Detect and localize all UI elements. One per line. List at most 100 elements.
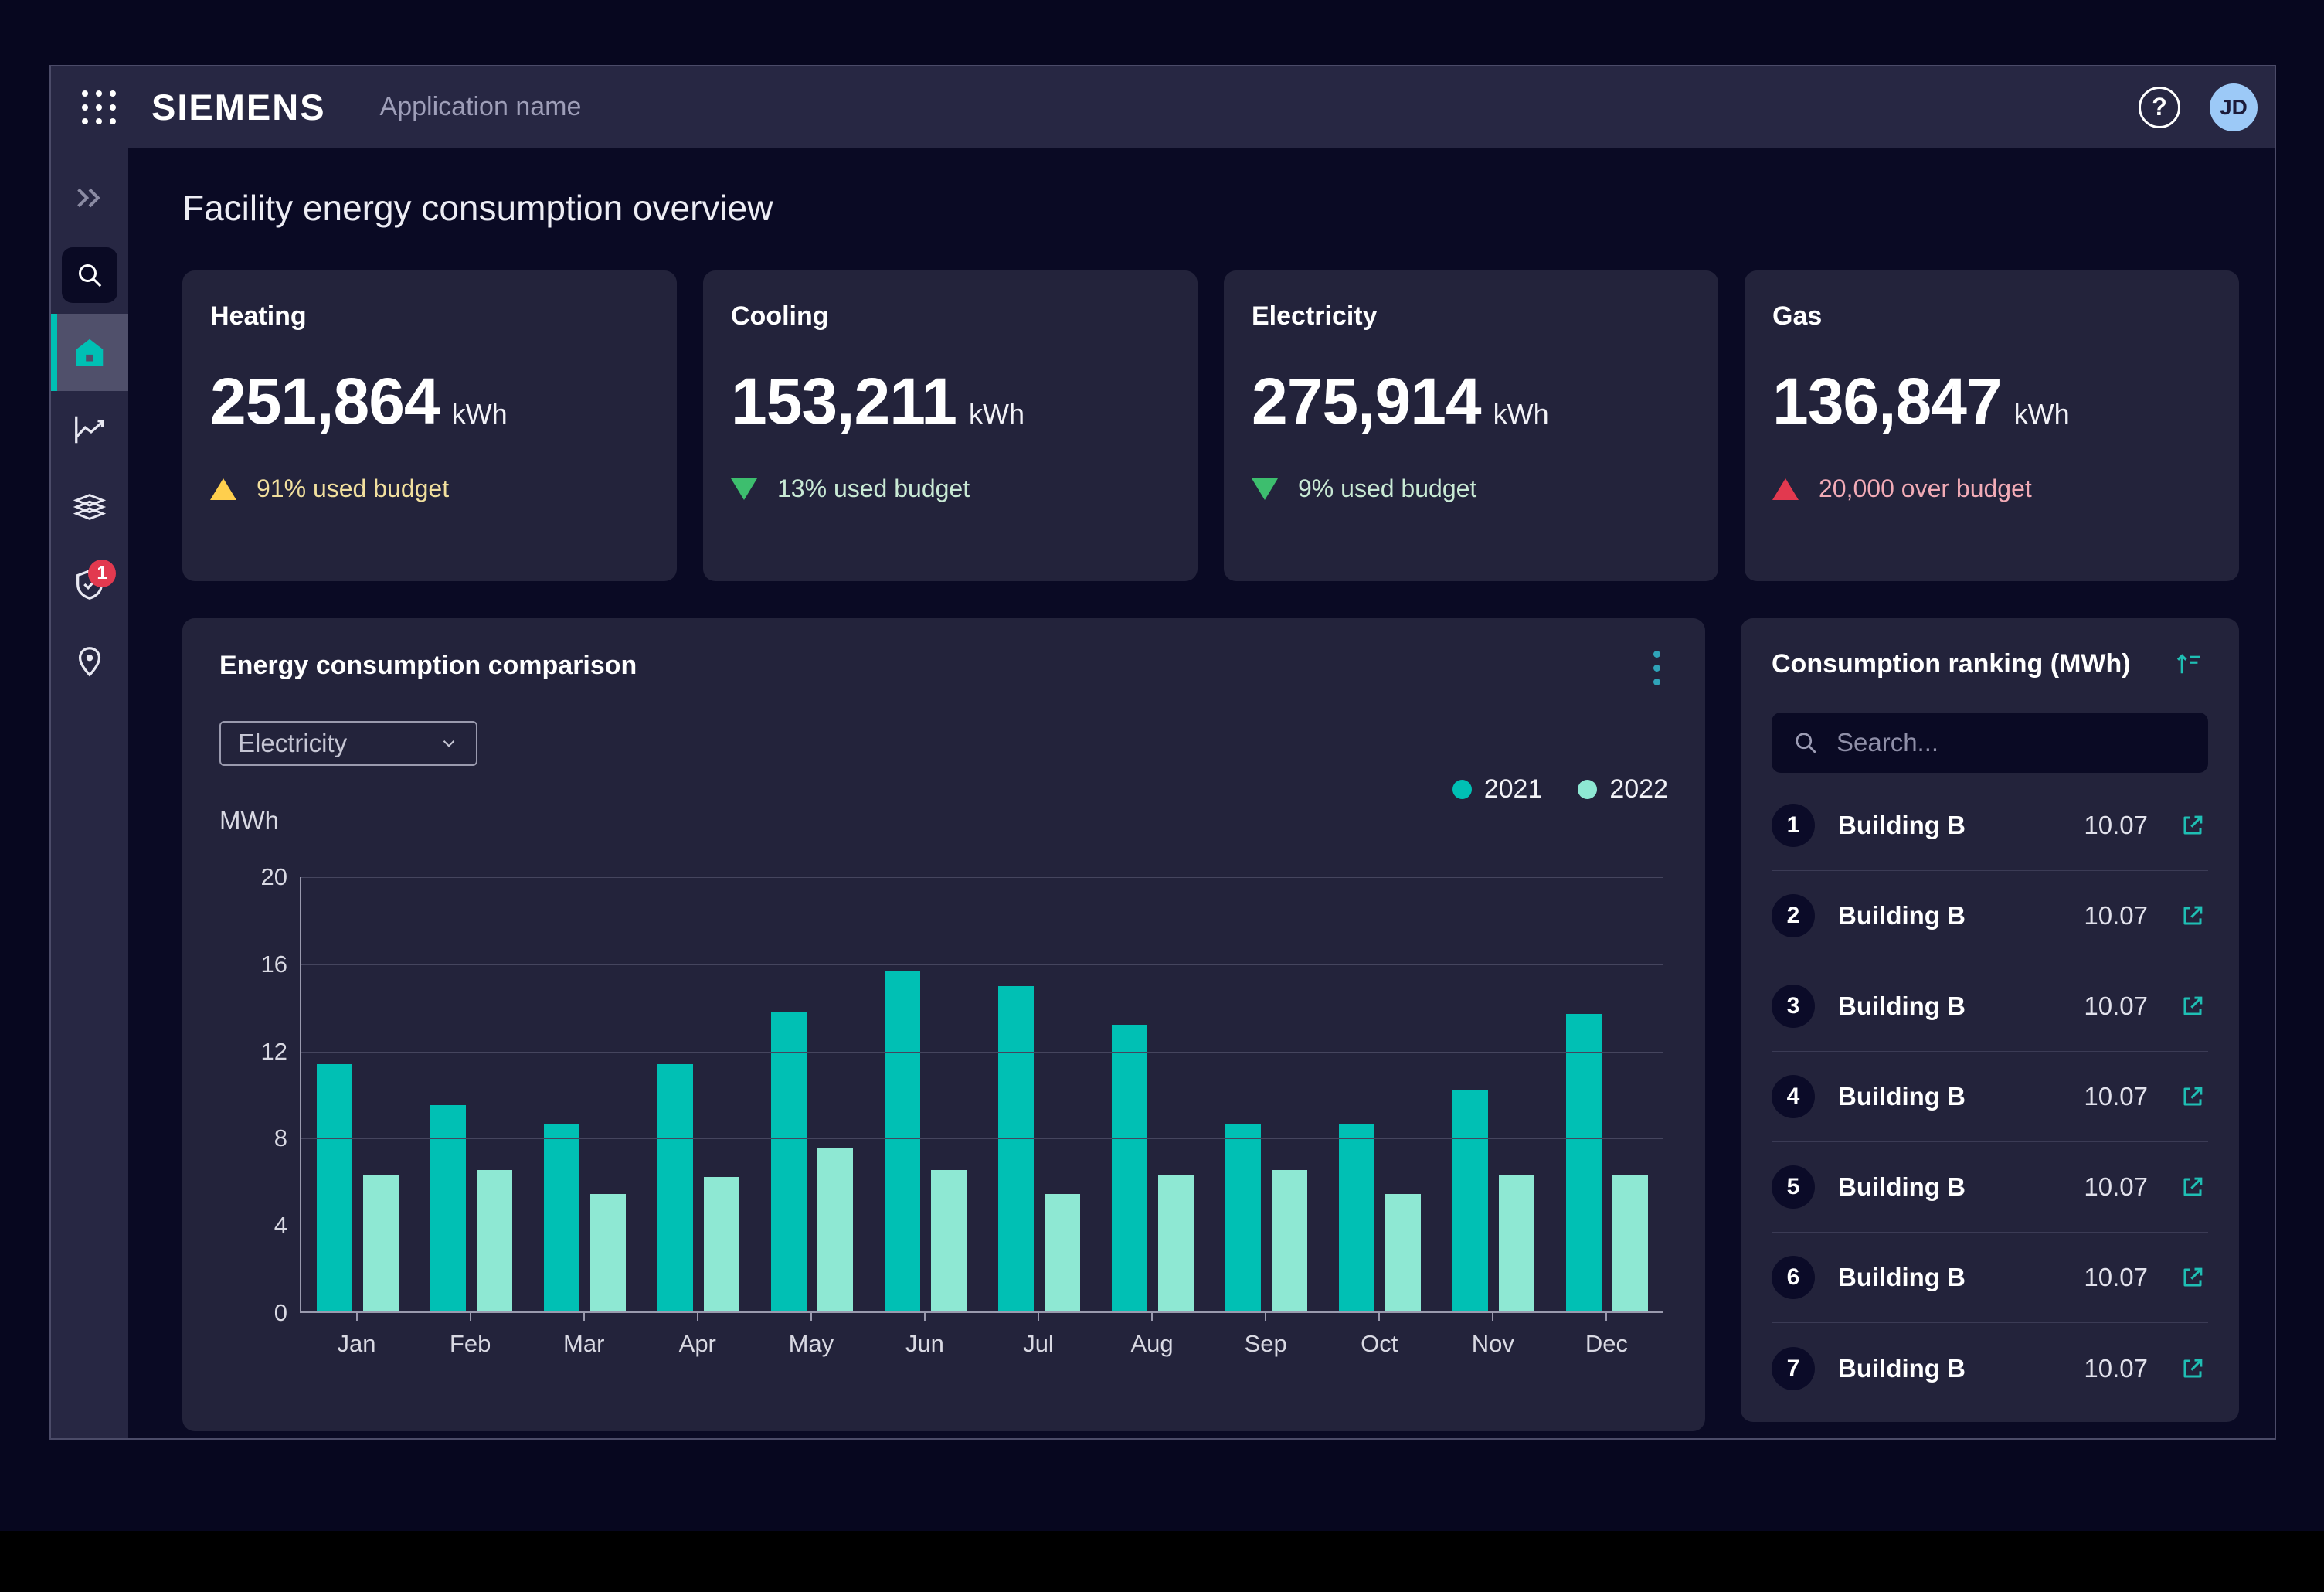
bar-2021-Dec[interactable]: [1566, 1014, 1602, 1311]
app-launcher-grid-icon[interactable]: [74, 83, 124, 132]
map-pin-icon: [72, 644, 107, 679]
stat-card-heating: Heating 251,864 kWh 91% used budget: [182, 270, 677, 581]
sidebar-item-analytics[interactable]: [51, 391, 128, 468]
help-icon[interactable]: ?: [2139, 87, 2180, 128]
bar-2022-Sep[interactable]: [1272, 1170, 1307, 1311]
bar-2021-Apr[interactable]: [657, 1064, 693, 1311]
bar-2022-Feb[interactable]: [477, 1170, 512, 1311]
bar-2022-Jul[interactable]: [1045, 1194, 1080, 1311]
y-axis-tick: 8: [219, 1124, 287, 1152]
stat-card-unit: kWh: [452, 398, 508, 430]
bar-2021-Sep[interactable]: [1225, 1124, 1261, 1311]
external-link-icon[interactable]: [2177, 1353, 2208, 1384]
budget-status-text: 9% used budget: [1298, 475, 1476, 503]
chart-title: Energy consumption comparison: [219, 651, 637, 681]
search-icon: [62, 247, 117, 303]
external-link-icon[interactable]: [2177, 1172, 2208, 1203]
bar-group-Feb: [415, 877, 528, 1311]
stat-card-title: Gas: [1772, 301, 2211, 332]
bar-2022-May[interactable]: [817, 1148, 853, 1311]
bar-2021-Nov[interactable]: [1452, 1090, 1488, 1311]
stat-card-unit: kWh: [969, 398, 1024, 430]
bar-2021-Mar[interactable]: [544, 1124, 579, 1311]
bar-2022-Oct[interactable]: [1385, 1194, 1421, 1311]
rank-number: 1: [1772, 804, 1815, 847]
sidebar-item-home[interactable]: [51, 314, 128, 391]
bar-group-Sep: [1209, 877, 1323, 1311]
sidebar-collapse-button[interactable]: [51, 159, 128, 236]
page-title: Facility energy consumption overview: [182, 187, 2239, 229]
y-axis-tick: 0: [219, 1299, 287, 1327]
stat-card-value: 251,864: [210, 364, 440, 439]
budget-status-text: 91% used budget: [257, 475, 449, 503]
bar-group-Aug: [1096, 877, 1209, 1311]
bar-group-Dec: [1550, 877, 1663, 1311]
x-axis-category: May: [754, 1313, 868, 1358]
stat-card-value: 153,211: [731, 364, 956, 439]
layers-icon: [72, 489, 107, 525]
legend-item-2022[interactable]: 2022: [1578, 774, 1668, 805]
consumption-value: 10.07: [2084, 1172, 2148, 1202]
kebab-menu-icon[interactable]: [1646, 646, 1668, 690]
bar-2021-Oct[interactable]: [1339, 1124, 1374, 1311]
bar-2022-Dec[interactable]: [1612, 1175, 1648, 1311]
rank-number: 5: [1772, 1165, 1815, 1209]
sort-ascending-icon[interactable]: [2169, 645, 2208, 683]
bar-2022-Apr[interactable]: [704, 1177, 739, 1311]
sidebar-item-layers[interactable]: [51, 468, 128, 546]
bar-2022-Mar[interactable]: [590, 1194, 626, 1311]
bar-2021-May[interactable]: [771, 1012, 807, 1311]
x-axis-labels: JanFebMarAprMayJunJulAugSepOctNovDec: [300, 1313, 1663, 1358]
ranking-row-7: 7Building B10.07: [1772, 1323, 2208, 1413]
bar-2022-Nov[interactable]: [1499, 1175, 1534, 1311]
bar-2022-Aug[interactable]: [1158, 1175, 1194, 1311]
legend-dot: [1578, 780, 1597, 799]
app-window: SIEMENS Application name ? JD: [49, 65, 2276, 1440]
sidebar-item-compliance[interactable]: 1: [51, 546, 128, 623]
bar-2021-Aug[interactable]: [1112, 1025, 1147, 1311]
external-link-icon[interactable]: [2177, 810, 2208, 841]
external-link-icon[interactable]: [2177, 1262, 2208, 1293]
legend-label: 2022: [1609, 774, 1668, 805]
legend-item-2021[interactable]: 2021: [1452, 774, 1543, 805]
building-name: Building B: [1838, 901, 2084, 930]
main-content: Facility energy consumption overview Hea…: [128, 148, 2275, 1438]
external-link-icon[interactable]: [2177, 991, 2208, 1022]
sidebar-item-search[interactable]: [51, 236, 128, 314]
avatar[interactable]: JD: [2210, 83, 2258, 131]
stat-card-unit: kWh: [2014, 398, 2070, 430]
bar-group-Jun: [869, 877, 983, 1311]
line-chart-icon: [72, 412, 107, 447]
dropdown-selected-value: Electricity: [238, 729, 347, 758]
y-axis-tick: 20: [219, 863, 287, 891]
energy-type-dropdown[interactable]: Electricity: [219, 721, 477, 766]
rank-number: 6: [1772, 1256, 1815, 1299]
building-name: Building B: [1838, 992, 2084, 1021]
stat-card-cooling: Cooling 153,211 kWh 13% used budget: [703, 270, 1198, 581]
bar-2022-Jun[interactable]: [931, 1170, 967, 1311]
ranking-row-3: 3Building B10.07: [1772, 961, 2208, 1052]
x-axis-category: Jun: [868, 1313, 981, 1358]
y-axis-tick: 4: [219, 1212, 287, 1240]
y-axis-label: MWh: [219, 806, 1668, 835]
notification-badge: 1: [88, 560, 116, 587]
stat-card-title: Heating: [210, 301, 649, 332]
sidebar-item-locations[interactable]: [51, 623, 128, 700]
bar-2021-Jun[interactable]: [885, 971, 920, 1311]
bar-group-Oct: [1323, 877, 1436, 1311]
legend-dot: [1452, 780, 1472, 799]
ranking-search: [1772, 713, 2208, 773]
consumption-value: 10.07: [2084, 1082, 2148, 1111]
bar-2022-Jan[interactable]: [363, 1175, 399, 1311]
bar-2021-Feb[interactable]: [430, 1105, 466, 1311]
bar-2021-Jul[interactable]: [998, 986, 1034, 1312]
external-link-icon[interactable]: [2177, 1081, 2208, 1112]
ranking-list: 1Building B10.072Building B10.073Buildin…: [1772, 781, 2208, 1422]
search-input[interactable]: [1836, 728, 2188, 757]
bar-2021-Jan[interactable]: [317, 1064, 352, 1311]
triangle-up-icon: [210, 478, 236, 500]
building-name: Building B: [1838, 811, 2084, 840]
consumption-ranking-panel: Consumption ranking (MWh): [1741, 618, 2239, 1422]
triangle-down-icon: [1252, 478, 1278, 500]
external-link-icon[interactable]: [2177, 900, 2208, 931]
